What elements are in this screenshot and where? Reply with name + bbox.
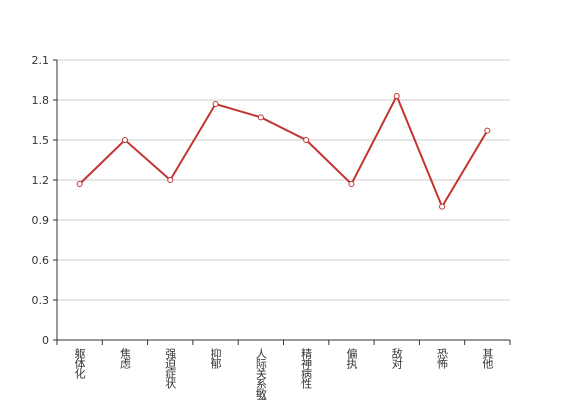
point [303, 137, 310, 143]
y-tick-label: 1.2 [32, 174, 50, 187]
point [257, 114, 264, 121]
y-tick-label: 0.6 [32, 254, 50, 267]
x-tick-label: 精神病性 [300, 348, 313, 390]
y-tick-label: 2.1 [32, 54, 50, 67]
point [393, 93, 400, 99]
x-tick-label: 抑郁 [209, 347, 222, 369]
point [121, 137, 128, 143]
point [167, 177, 174, 183]
x-tick-label: 躯体化 [73, 348, 86, 380]
x-tick-label: 偏执 [345, 347, 358, 370]
point [212, 101, 219, 107]
x-tick-label: 敌对 [390, 347, 403, 369]
y-tick-label: 0.9 [32, 214, 50, 227]
y-tick-label: 1.8 [32, 94, 50, 107]
point [439, 203, 446, 210]
line [78, 93, 489, 209]
y-tick-label: 0.3 [32, 294, 50, 307]
x-tick-label: 恐怖 [436, 348, 449, 369]
y-tick-label: 0 [42, 334, 49, 347]
y-tick-label: 1.5 [32, 134, 50, 147]
x-tick-label: 焦虑 [118, 348, 131, 369]
x-tick-label: 人际关系敏感 [254, 348, 267, 400]
point [76, 181, 83, 187]
x-tick-label: 其他 [481, 348, 494, 369]
point [484, 127, 491, 134]
point [348, 181, 355, 187]
x-tick-label: 强迫症状 [164, 348, 177, 389]
